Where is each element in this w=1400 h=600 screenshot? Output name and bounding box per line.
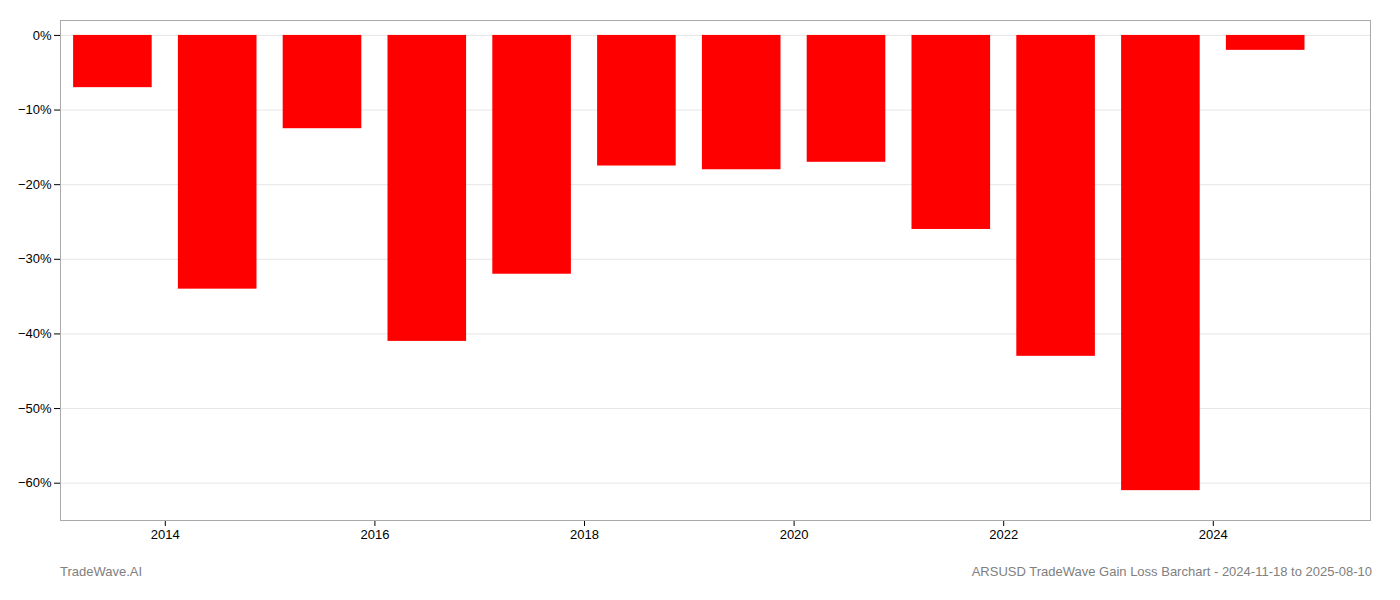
svg-text:2024: 2024 <box>1199 527 1228 542</box>
svg-text:2022: 2022 <box>989 527 1018 542</box>
svg-text:−40%: −40% <box>18 326 52 341</box>
svg-text:−20%: −20% <box>18 177 52 192</box>
svg-text:2020: 2020 <box>780 527 809 542</box>
svg-text:2014: 2014 <box>151 527 180 542</box>
svg-text:−10%: −10% <box>18 102 52 117</box>
svg-text:2018: 2018 <box>570 527 599 542</box>
svg-text:−60%: −60% <box>18 475 52 490</box>
html-text:TradeWave.AI: TradeWave.AI <box>60 564 143 579</box>
svg-text:−50%: −50% <box>18 401 52 416</box>
svg-text:0%: 0% <box>33 28 52 43</box>
svg-text:−30%: −30% <box>18 251 52 266</box>
svg-text:2016: 2016 <box>360 527 389 542</box>
html-text:ARSUSD TradeWave Gain Loss Bar: ARSUSD TradeWave Gain Loss Barchart - 20… <box>971 564 1372 579</box>
